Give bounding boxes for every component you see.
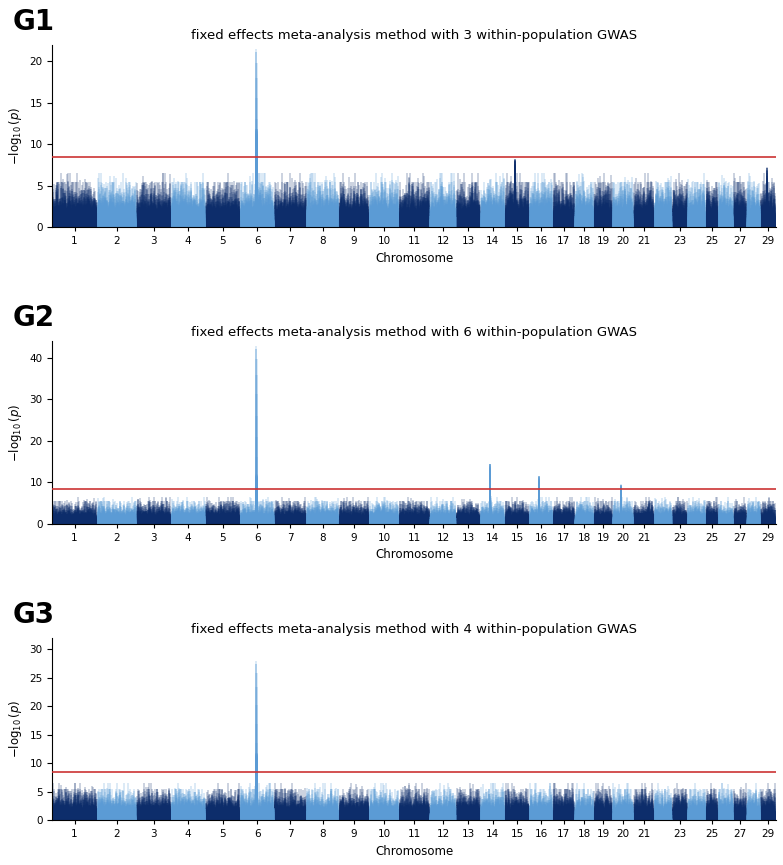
X-axis label: Chromosome: Chromosome [375,548,453,561]
Text: G1: G1 [13,8,55,35]
Y-axis label: $-\log_{10}(p)$: $-\log_{10}(p)$ [7,700,24,759]
Title: fixed effects meta-analysis method with 6 within-population GWAS: fixed effects meta-analysis method with … [191,326,637,339]
Title: fixed effects meta-analysis method with 4 within-population GWAS: fixed effects meta-analysis method with … [191,623,637,636]
Text: G2: G2 [13,304,55,332]
Y-axis label: $-\log_{10}(p)$: $-\log_{10}(p)$ [7,106,24,165]
Y-axis label: $-\log_{10}(p)$: $-\log_{10}(p)$ [7,403,24,462]
X-axis label: Chromosome: Chromosome [375,252,453,265]
Text: G3: G3 [13,601,55,629]
X-axis label: Chromosome: Chromosome [375,845,453,858]
Title: fixed effects meta-analysis method with 3 within-population GWAS: fixed effects meta-analysis method with … [191,29,637,42]
